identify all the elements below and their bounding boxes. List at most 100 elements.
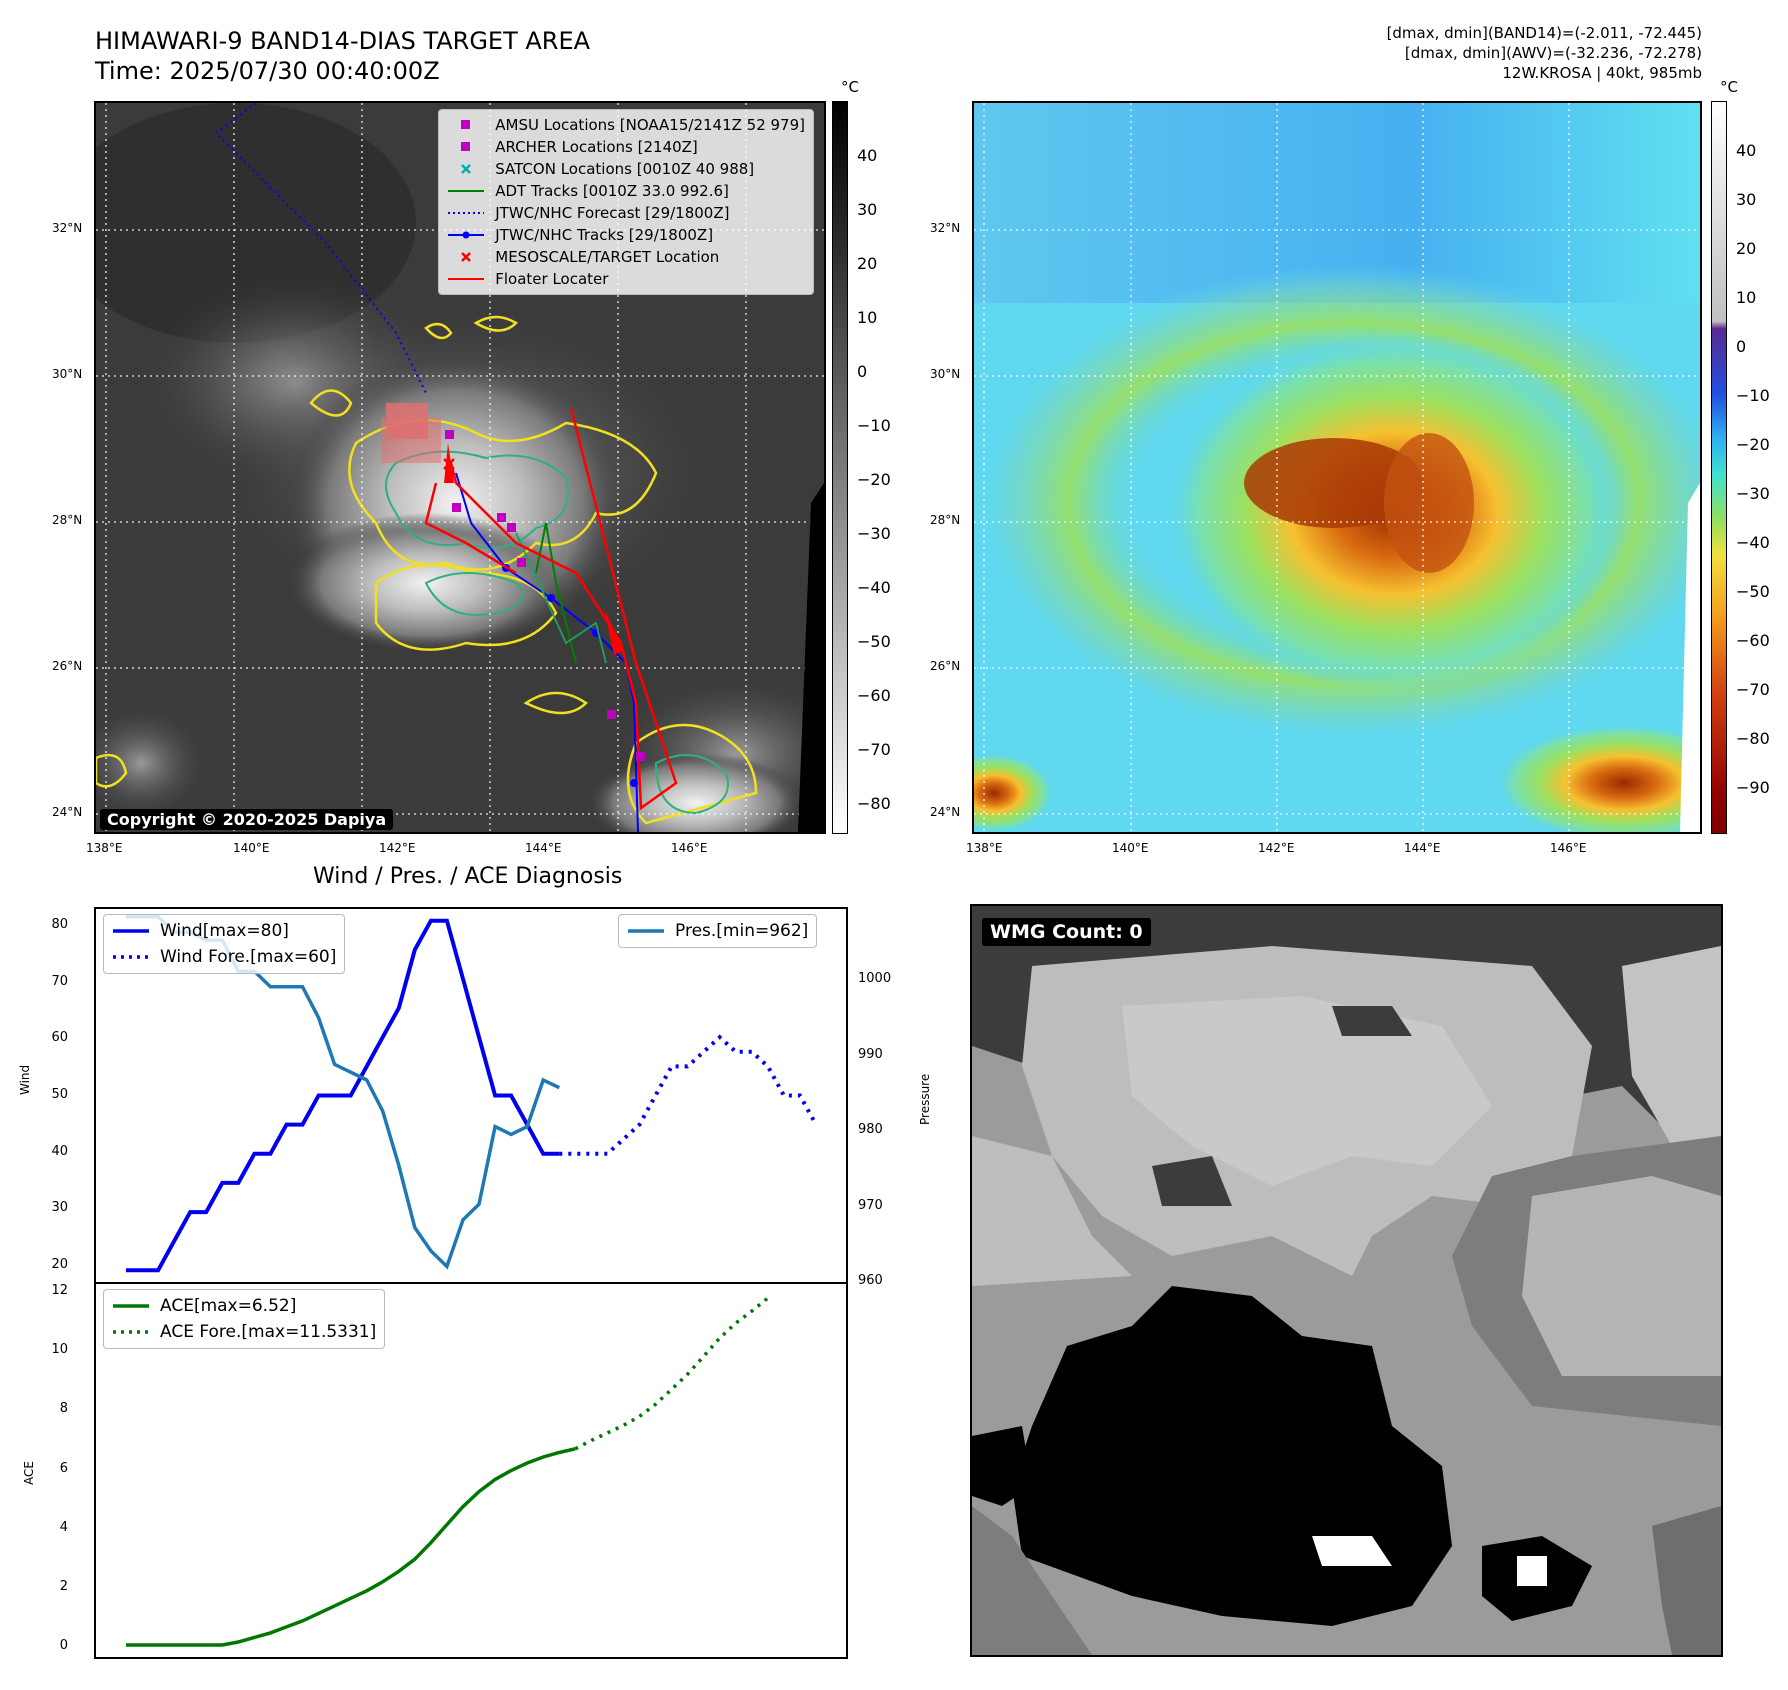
awv-map-image bbox=[974, 103, 1700, 832]
lon-tick: 140°E bbox=[233, 841, 270, 855]
lon-tick: 138°E bbox=[966, 841, 1003, 855]
right-cbar-tick: 0 bbox=[1736, 337, 1747, 356]
left-cbar-tick: 0 bbox=[857, 362, 868, 381]
wmg-image bbox=[972, 906, 1721, 1655]
wind-tick: 80 bbox=[51, 917, 68, 932]
wind-tick: 30 bbox=[51, 1200, 68, 1216]
lat-tick: 28°N bbox=[52, 513, 83, 527]
lon-tick: 142°E bbox=[379, 841, 416, 855]
wind-forecast-line bbox=[559, 1034, 818, 1156]
dotted-line-icon bbox=[112, 1329, 150, 1335]
legend-mesoscale: MESOSCALE/TARGET Location bbox=[439, 246, 813, 268]
ace-forecast-line bbox=[574, 1296, 770, 1451]
ace-tick: 6 bbox=[59, 1460, 68, 1476]
wmg-count-badge: WMG Count: 0 bbox=[982, 918, 1151, 946]
wind-tick: 70 bbox=[51, 973, 68, 989]
legend-pressure: Pres.[min=962] bbox=[619, 918, 816, 944]
lon-tick: 144°E bbox=[1404, 841, 1441, 855]
right-cbar-tick: −20 bbox=[1736, 435, 1770, 454]
right-cbar-tick: 20 bbox=[1736, 239, 1757, 258]
left-cbar-tick: −60 bbox=[857, 686, 891, 705]
lat-tick: 24°N bbox=[930, 805, 961, 819]
legend-adt: ADT Tracks [0010Z 33.0 992.6] bbox=[439, 180, 813, 202]
right-cbar-tick: −80 bbox=[1736, 729, 1770, 748]
ace-tick: 4 bbox=[59, 1519, 68, 1535]
wind-line bbox=[126, 918, 560, 1273]
wind-tick: 40 bbox=[51, 1143, 68, 1159]
left-cbar-tick: −20 bbox=[857, 470, 891, 489]
line-icon bbox=[112, 928, 150, 934]
square-marker-icon bbox=[447, 120, 485, 130]
ace-tick: 8 bbox=[59, 1401, 68, 1417]
pressure-tick: 980 bbox=[858, 1122, 883, 1137]
ace-chart bbox=[126, 1296, 770, 1647]
info-awv-range: [dmax, dmin](AWV)=(-32.236, -72.278) bbox=[1404, 44, 1702, 62]
line-icon bbox=[112, 1303, 150, 1309]
dotted-line-icon bbox=[447, 210, 485, 216]
right-cbar-tick: −10 bbox=[1736, 386, 1770, 405]
wind-axis-label: Wind bbox=[18, 1064, 32, 1095]
right-cbar-tick: 40 bbox=[1736, 141, 1757, 160]
legend-ace-forecast: ACE Fore.[max=11.5331] bbox=[104, 1319, 384, 1345]
legend-archer: ARCHER Locations [2140Z] bbox=[439, 136, 813, 158]
left-cbar-tick: 10 bbox=[857, 308, 878, 327]
lon-tick: 146°E bbox=[1550, 841, 1587, 855]
lon-tick: 140°E bbox=[1112, 841, 1149, 855]
square-marker-icon bbox=[447, 142, 485, 152]
legend-jtwc-forecast: JTWC/NHC Forecast [29/1800Z] bbox=[439, 202, 813, 224]
legend-floater: Floater Locater bbox=[439, 268, 813, 290]
lon-tick: 138°E bbox=[86, 841, 123, 855]
info-storm-status: 12W.KROSA | 40kt, 985mb bbox=[1502, 64, 1702, 82]
wmg-panel: WMG Count: 0 bbox=[970, 904, 1723, 1657]
ace-axis-label: ACE bbox=[22, 1461, 36, 1485]
lat-tick: 30°N bbox=[930, 367, 961, 381]
ace-tick: 12 bbox=[51, 1283, 68, 1298]
awv-map-panel bbox=[972, 101, 1702, 834]
pressure-tick: 1000 bbox=[858, 971, 892, 986]
line-icon bbox=[447, 188, 485, 194]
right-cbar-tick: −30 bbox=[1736, 484, 1770, 503]
left-cbar-tick: −10 bbox=[857, 416, 891, 435]
legend-wind-forecast: Wind Fore.[max=60] bbox=[104, 944, 344, 970]
legend-ace: ACE[max=6.52] bbox=[104, 1293, 384, 1319]
ace-tick: 10 bbox=[51, 1342, 68, 1358]
page-subtitle-time: Time: 2025/07/30 00:40:00Z bbox=[95, 57, 440, 85]
right-cbar-tick: −40 bbox=[1736, 533, 1770, 552]
left-cbar-tick: −40 bbox=[857, 578, 891, 597]
ace-line bbox=[126, 1447, 576, 1647]
left-cbar-tick: 40 bbox=[857, 146, 878, 165]
right-cbar-tick: −70 bbox=[1736, 680, 1770, 699]
wind-tick: 50 bbox=[51, 1087, 68, 1102]
left-colorbar-unit: °C bbox=[841, 78, 859, 96]
left-cbar-tick: −70 bbox=[857, 740, 891, 759]
lat-tick: 28°N bbox=[930, 513, 961, 527]
left-cbar-tick: −30 bbox=[857, 524, 891, 543]
left-cbar-tick: −80 bbox=[857, 794, 891, 813]
right-colorbar bbox=[1711, 101, 1727, 834]
ir-map-panel: AMSU Locations [NOAA15/2141Z 52 979] ARC… bbox=[94, 101, 826, 834]
lat-tick: 24°N bbox=[52, 805, 83, 819]
wind-legend: Wind[max=80] Wind Fore.[max=60] bbox=[103, 914, 346, 974]
map-legend: AMSU Locations [NOAA15/2141Z 52 979] ARC… bbox=[438, 109, 814, 295]
lon-tick: 142°E bbox=[1258, 841, 1295, 855]
pressure-tick: 960 bbox=[858, 1273, 883, 1288]
line-icon bbox=[627, 928, 665, 934]
copyright-badge: Copyright © 2020-2025 Dapiya bbox=[100, 809, 394, 830]
pressure-axis-label: Pressure bbox=[918, 1073, 932, 1125]
info-band14-range: [dmax, dmin](BAND14)=(-2.011, -72.445) bbox=[1386, 24, 1702, 42]
page-title: HIMAWARI-9 BAND14-DIAS TARGET AREA bbox=[95, 27, 591, 55]
pressure-legend: Pres.[min=962] bbox=[618, 914, 818, 948]
right-cbar-tick: −60 bbox=[1736, 631, 1770, 650]
right-colorbar-unit: °C bbox=[1720, 78, 1738, 96]
right-cbar-tick: 10 bbox=[1736, 288, 1757, 307]
ace-tick: 2 bbox=[59, 1578, 68, 1594]
right-cbar-tick: −90 bbox=[1736, 778, 1770, 797]
left-cbar-tick: −50 bbox=[857, 632, 891, 651]
left-colorbar bbox=[832, 101, 848, 834]
legend-wind: Wind[max=80] bbox=[104, 918, 344, 944]
ace-tick: 0 bbox=[59, 1638, 68, 1653]
pressure-tick: 970 bbox=[858, 1197, 883, 1213]
legend-amsu: AMSU Locations [NOAA15/2141Z 52 979] bbox=[439, 114, 813, 136]
lon-tick: 144°E bbox=[525, 841, 562, 855]
right-cbar-tick: 30 bbox=[1736, 190, 1757, 209]
